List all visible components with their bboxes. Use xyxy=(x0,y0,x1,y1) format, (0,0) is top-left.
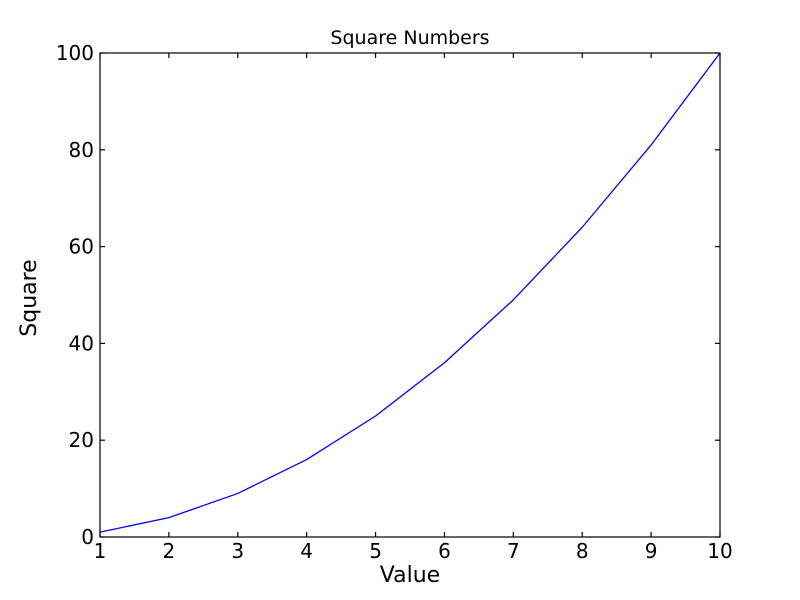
x-axis-label: Value xyxy=(379,563,441,588)
x-tick-label: 1 xyxy=(94,539,107,563)
x-tick-label: 9 xyxy=(645,539,658,563)
y-tick-label: 20 xyxy=(69,428,94,452)
x-tick-label: 6 xyxy=(438,539,451,563)
x-tick-label: 3 xyxy=(231,539,244,563)
x-tick-label: 7 xyxy=(507,539,520,563)
x-tick-label: 2 xyxy=(163,539,176,563)
y-tick-label: 100 xyxy=(56,41,94,65)
y-tick-label: 0 xyxy=(81,525,94,549)
y-axis-label: Square xyxy=(17,259,42,337)
x-tick-label: 10 xyxy=(707,539,732,563)
x-tick-label: 4 xyxy=(300,539,313,563)
line-series xyxy=(99,52,721,533)
x-tick-label: 8 xyxy=(576,539,589,563)
y-tick-label: 40 xyxy=(69,331,94,355)
y-tick-label: 80 xyxy=(69,138,94,162)
chart-title: Square Numbers xyxy=(330,27,490,49)
x-tick-label: 5 xyxy=(369,539,382,563)
y-tick-label: 60 xyxy=(69,235,94,259)
plot-border xyxy=(99,52,721,538)
